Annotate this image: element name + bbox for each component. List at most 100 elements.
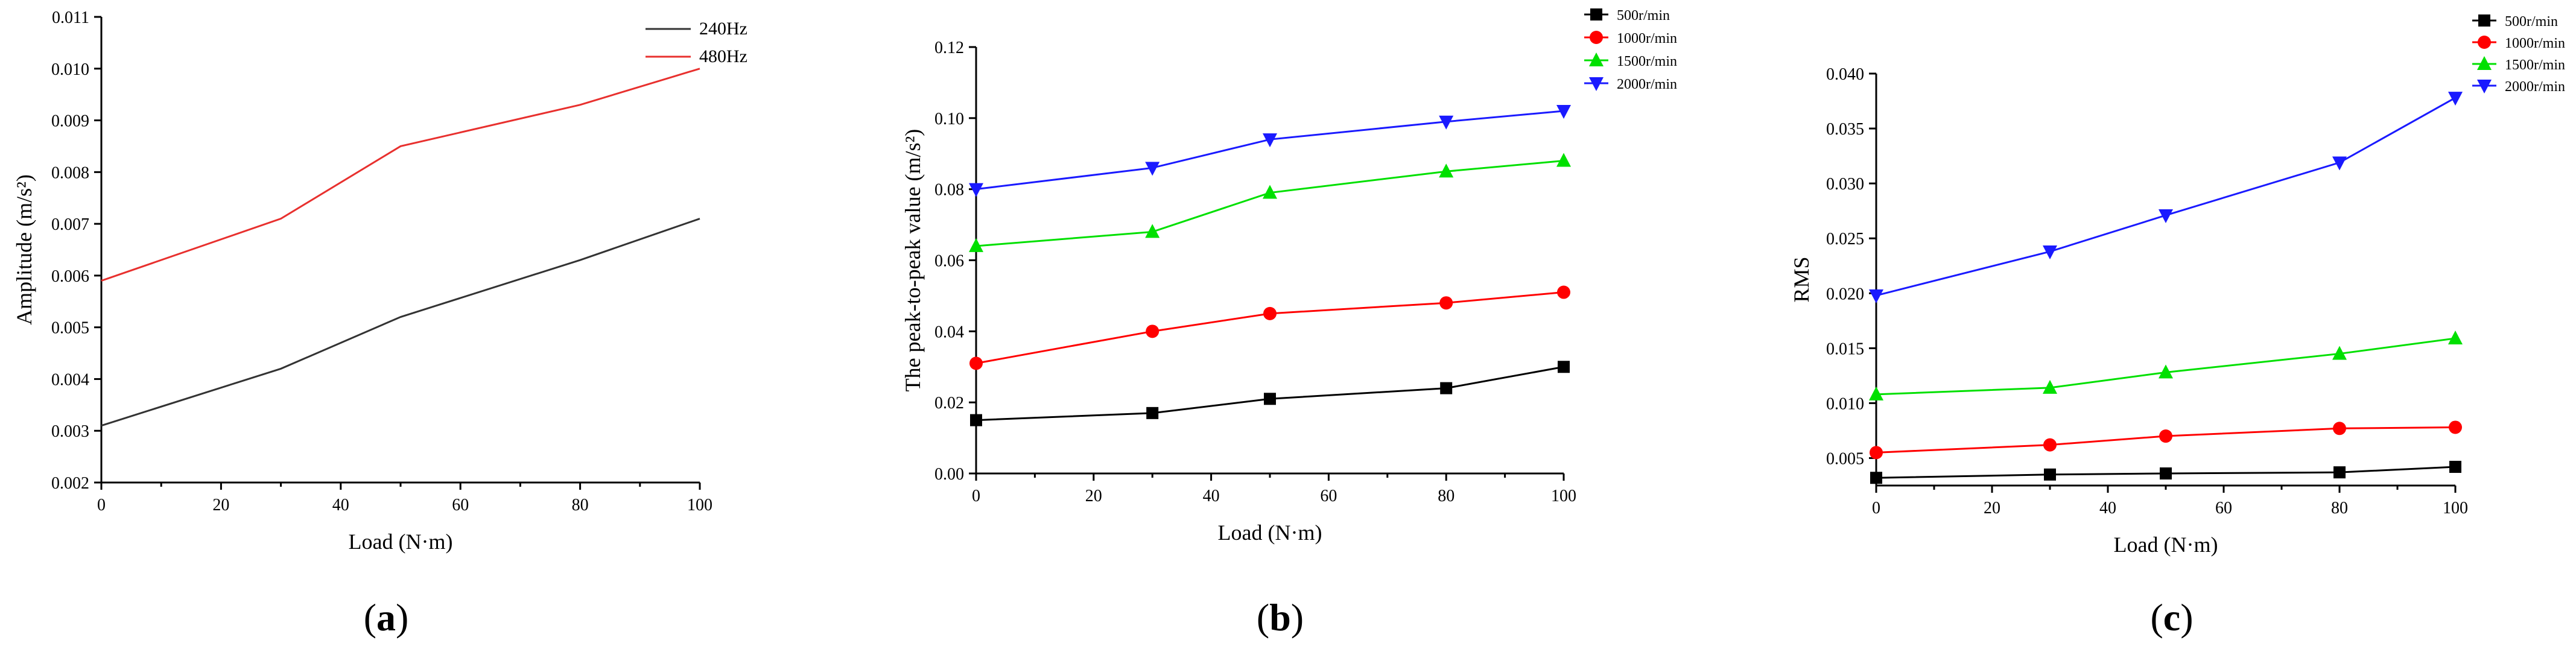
legend-label: 500r/min xyxy=(1617,8,1670,24)
data-point xyxy=(2332,346,2347,360)
data-point xyxy=(969,238,983,252)
series-line xyxy=(101,218,700,427)
data-point xyxy=(1869,386,1883,400)
x-tick-label: 40 xyxy=(1203,487,1220,505)
data-point xyxy=(1263,133,1277,148)
data-point xyxy=(969,356,983,370)
y-tick-label: 0.015 xyxy=(1826,340,1864,358)
x-tick-label: 40 xyxy=(2099,499,2116,517)
series-line xyxy=(976,160,1564,247)
legend: 240Hz 480Hz xyxy=(646,19,747,66)
data-point xyxy=(1145,224,1160,238)
legend-marker xyxy=(1590,31,1603,44)
y-tick-label: 0.02 xyxy=(934,394,964,413)
series-1000r/min xyxy=(1870,420,2462,460)
y-tick-label: 0.020 xyxy=(1826,285,1864,303)
x-tick-label: 100 xyxy=(1551,487,1576,505)
y-tick-label: 0.04 xyxy=(934,323,964,341)
y-tick-label: 0.040 xyxy=(1826,65,1864,84)
y-axis-title: Amplitude (m/s²) xyxy=(12,174,36,325)
y-tick-label: 0.010 xyxy=(51,60,89,79)
data-point xyxy=(2449,461,2461,473)
legend-label: 2000r/min xyxy=(2505,79,2565,95)
y-tick-label: 0.004 xyxy=(51,370,89,389)
legend-label: 240Hz xyxy=(699,19,747,39)
data-point xyxy=(1264,393,1276,405)
panel-label: (b) xyxy=(1257,596,1304,639)
x-tick-label: 0 xyxy=(1872,499,1880,517)
data-point xyxy=(2160,467,2172,480)
data-point xyxy=(1558,361,1570,373)
x-tick-label: 0 xyxy=(97,496,106,514)
data-point xyxy=(2159,364,2173,379)
x-tick-label: 40 xyxy=(332,496,349,514)
series-2000r/min xyxy=(1869,92,2463,303)
data-point xyxy=(1870,446,1883,460)
x-axis-title: Load (N·m) xyxy=(1218,521,1322,545)
data-point xyxy=(2159,209,2173,223)
x-axis-title: Load (N·m) xyxy=(349,530,453,554)
data-point xyxy=(2448,330,2463,344)
legend-marker xyxy=(1590,8,1602,21)
x-tick-label: 0 xyxy=(972,487,980,505)
y-tick-label: 0.025 xyxy=(1826,230,1864,248)
series-1500r/min xyxy=(1869,330,2463,400)
legend: 500r/min 1000r/min 1500r/min 2000r/min xyxy=(2472,14,2565,95)
data-point xyxy=(1557,285,1570,299)
data-point xyxy=(969,183,983,197)
legend-marker xyxy=(2477,56,2492,70)
y-tick-label: 0.010 xyxy=(1826,394,1864,413)
y-tick-label: 0.008 xyxy=(51,163,89,182)
y-axis-title: The peak-to-peak value (m/s²) xyxy=(901,129,925,392)
data-point xyxy=(1263,306,1277,320)
data-point xyxy=(1440,382,1453,394)
legend-marker xyxy=(1589,52,1604,66)
x-tick-label: 80 xyxy=(1438,487,1455,505)
data-point xyxy=(970,414,982,426)
x-tick-label: 80 xyxy=(2331,499,2348,517)
y-tick-label: 0.10 xyxy=(934,110,964,128)
data-point xyxy=(2449,420,2462,434)
x-tick-label: 20 xyxy=(1984,499,2000,517)
panel-label: (a) xyxy=(364,596,409,639)
panel-label: (c) xyxy=(2150,596,2193,639)
data-point xyxy=(2332,156,2347,171)
data-point xyxy=(1439,296,1453,310)
chart-b: 0 20 40 60 80 100 0.00 0.02 0.04 0.06 0.08 0.10 0.12… xyxy=(901,8,1677,639)
y-tick-label: 0.06 xyxy=(934,252,964,271)
series-line xyxy=(976,110,1564,191)
series-1000r/min xyxy=(969,285,1570,370)
data-point xyxy=(1556,153,1571,167)
series-line xyxy=(1876,97,2456,297)
y-tick-label: 0.009 xyxy=(51,112,89,131)
data-point xyxy=(2333,422,2346,435)
y-tick-label: 0.007 xyxy=(51,215,89,234)
legend-label: 1000r/min xyxy=(1617,31,1677,46)
legend-marker xyxy=(2478,36,2491,49)
y-tick-label: 0.12 xyxy=(934,39,964,57)
x-axis-title: Load (N·m) xyxy=(2114,533,2218,557)
x-tick-label: 60 xyxy=(1320,487,1337,505)
chart-c: 0 20 40 60 80 100 0.005 0.010 0.015 0.020 0.025 0.0… xyxy=(1789,14,2565,639)
series-500r/min xyxy=(970,361,1570,426)
x-tick-label: 60 xyxy=(452,496,469,514)
legend-marker xyxy=(2477,80,2492,93)
series-line xyxy=(976,291,1564,364)
data-point xyxy=(2448,92,2463,106)
x-tick-label: 60 xyxy=(2215,499,2232,517)
legend-label: 480Hz xyxy=(699,46,747,66)
x-tick-label: 20 xyxy=(212,496,229,514)
x-tick-label: 80 xyxy=(572,496,589,514)
series-1500r/min xyxy=(969,153,1571,252)
series-480Hz xyxy=(101,68,700,282)
y-tick-label: 0.011 xyxy=(52,8,89,27)
data-point xyxy=(1263,185,1277,199)
data-point xyxy=(1869,289,1883,303)
y-tick-label: 0.005 xyxy=(1826,449,1864,468)
y-tick-label: 0.00 xyxy=(934,465,964,484)
y-tick-label: 0.005 xyxy=(51,319,89,338)
data-point xyxy=(1146,324,1160,338)
legend: 500r/min 1000r/min 1500r/min 2000r/min xyxy=(1584,8,1677,92)
series-240Hz xyxy=(101,218,700,427)
series-line xyxy=(101,68,700,282)
